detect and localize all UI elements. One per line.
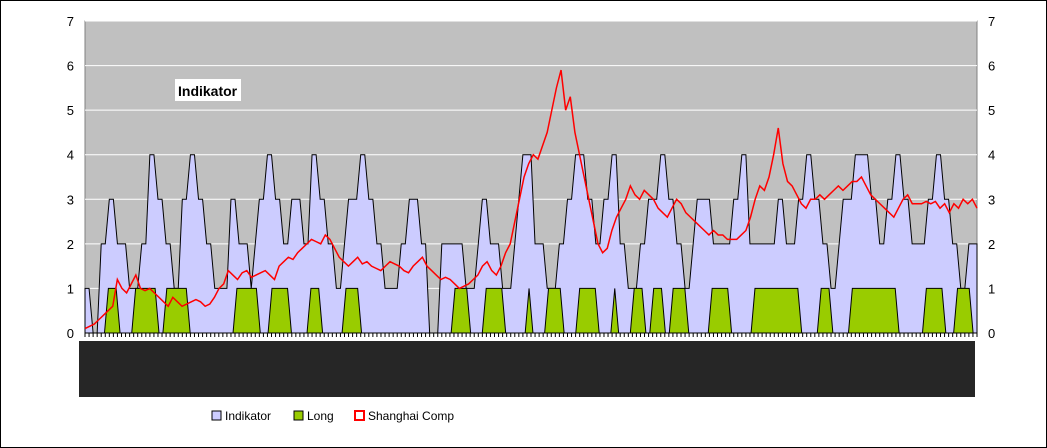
y-tick-label-left: 1 — [67, 281, 74, 296]
area-indikator — [84, 154, 978, 334]
legend-swatch-shanghai-comp — [354, 410, 365, 421]
y-tick-label-left: 2 — [67, 237, 74, 252]
legend-label-long: Long — [307, 409, 334, 423]
y-axis-left: 0 1 2 3 4 5 6 7 — [67, 14, 74, 341]
x-tick-label-band — [79, 341, 975, 397]
y-tick-label-right: 6 — [988, 59, 995, 74]
y-tick-label-right: 5 — [988, 103, 995, 118]
y-tick-label-left: 5 — [67, 103, 74, 118]
line-shanghai-comp — [84, 69, 978, 330]
y-tick-label-left: 6 — [67, 59, 74, 74]
y-tick-label-left: 3 — [67, 192, 74, 207]
indikator-series — [84, 154, 978, 334]
chart-title-box: Indikator — [175, 79, 241, 101]
chart-title: Indikator — [178, 83, 238, 99]
legend-swatch-indikator — [211, 410, 222, 421]
y-tick-label-left: 4 — [67, 148, 74, 163]
x-axis — [79, 332, 978, 397]
y-tick-label-right: 1 — [988, 281, 995, 296]
legend-label-indikator: Indikator — [225, 409, 271, 423]
shanghai-comp-series — [84, 69, 978, 330]
y-tick-label-right: 2 — [988, 237, 995, 252]
legend: Indikator Long Shanghai Comp — [211, 409, 454, 423]
y-tick-label-left: 7 — [67, 14, 74, 29]
y-axis-right: 0 1 2 3 4 5 6 7 — [988, 14, 995, 341]
y-tick-label-right: 3 — [988, 192, 995, 207]
legend-label-shanghai-comp: Shanghai Comp — [368, 409, 454, 423]
y-tick-label-left: 0 — [67, 326, 74, 341]
y-tick-label-right: 4 — [988, 148, 995, 163]
legend-swatch-long — [293, 410, 304, 421]
y-tick-label-right: 7 — [988, 14, 995, 29]
y-tick-label-right: 0 — [988, 326, 995, 341]
